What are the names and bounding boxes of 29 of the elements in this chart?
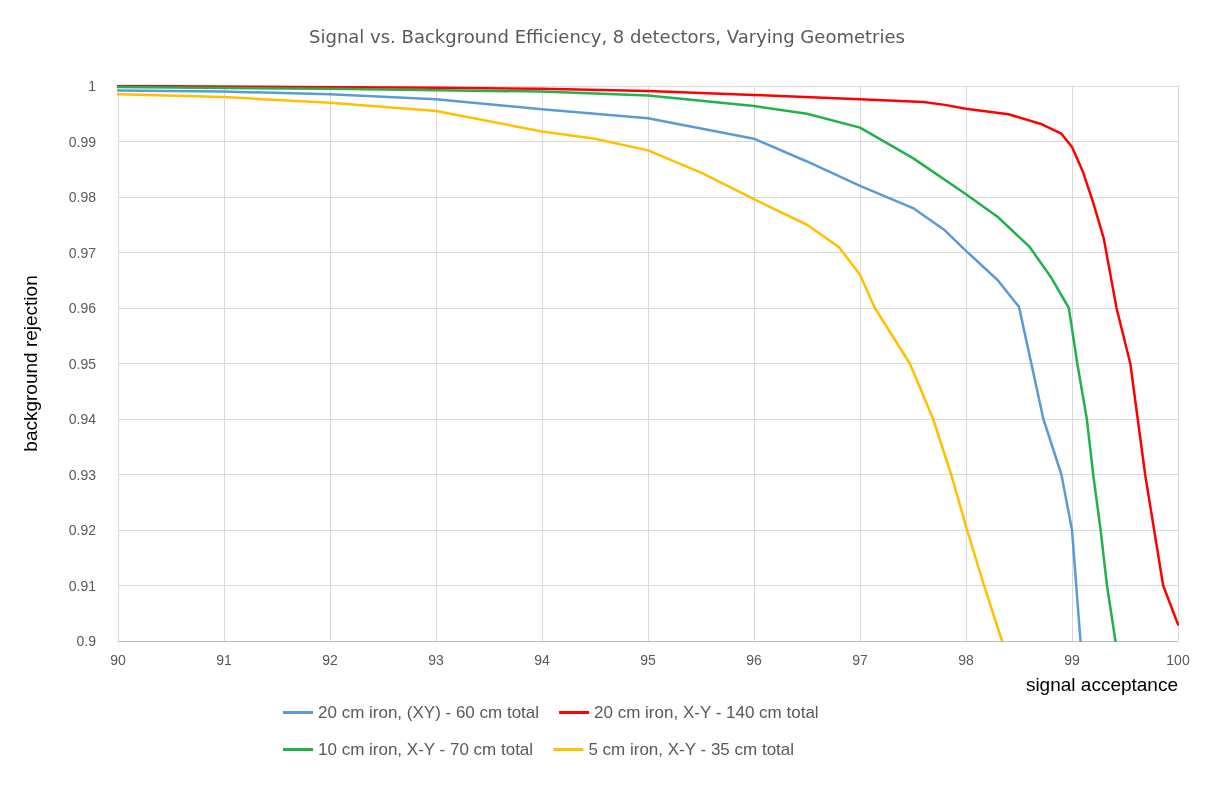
x-tick-label: 92 — [322, 652, 338, 668]
x-tick-label: 95 — [640, 652, 656, 668]
y-tick-label: 0.99 — [68, 133, 97, 150]
y-tick-label: 0.94 — [68, 411, 97, 427]
y-tick-label: 0.9 — [76, 633, 97, 649]
legend-label: 20 cm iron, X-Y - 140 cm total — [594, 703, 819, 722]
y-tick-label: 0.96 — [68, 300, 97, 316]
x-tick-label: 98 — [958, 652, 974, 668]
x-tick-label: 94 — [534, 652, 550, 668]
y-tick-label: 0.93 — [68, 466, 97, 483]
x-tick-label: 90 — [110, 652, 126, 668]
x-axis-title: signal acceptance — [1025, 674, 1178, 695]
x-tick-label: 99 — [1064, 652, 1080, 668]
x-tick-label: 91 — [216, 652, 232, 668]
y-tick-label: 0.91 — [68, 577, 97, 594]
y-tick-label: 1 — [88, 78, 97, 94]
x-tick-label: 100 — [1166, 652, 1190, 668]
x-tick-label: 97 — [852, 652, 868, 668]
y-tick-label: 0.98 — [68, 189, 97, 205]
chart-title: Signal vs. Background Efficiency, 8 detectors, Varying Geometries — [309, 25, 905, 47]
x-tick-label: 96 — [746, 652, 762, 668]
y-tick-label: 0.95 — [68, 355, 97, 372]
y-tick-label: 0.97 — [68, 244, 97, 261]
y-axis-title: background rejection — [20, 275, 41, 452]
legend-label: 10 cm iron, X-Y - 70 cm total — [318, 740, 534, 759]
x-tick-label: 93 — [428, 652, 444, 668]
legend-label: 20 cm iron, (XY) - 60 cm total — [318, 703, 540, 722]
y-tick-label: 0.92 — [68, 522, 97, 538]
legend-label: 5 cm iron, X-Y - 35 cm total — [588, 740, 795, 759]
